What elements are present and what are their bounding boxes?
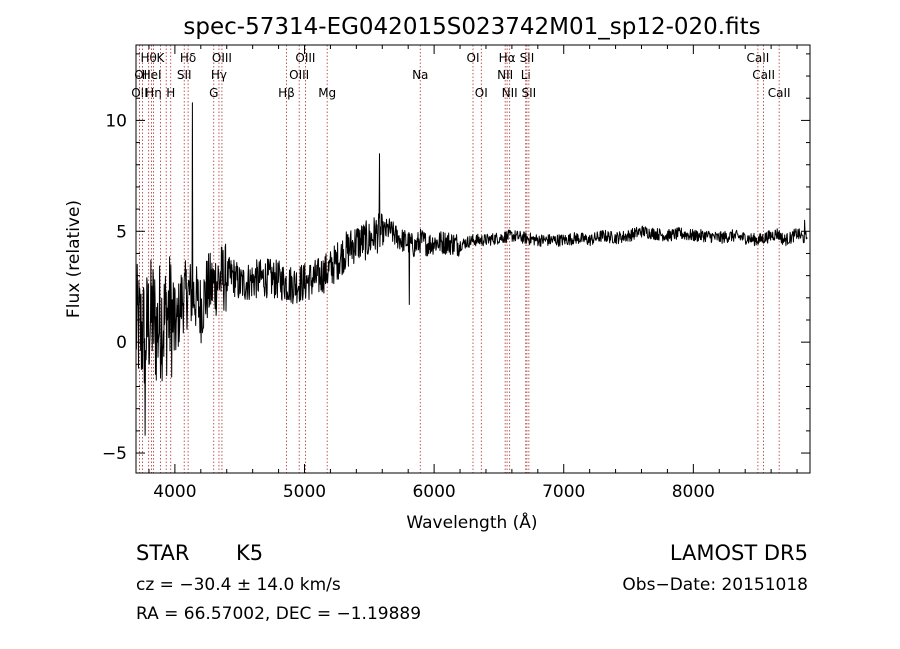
y-tick-label-3: 10 (105, 111, 127, 131)
x-axis-label: Wavelength (Å) (406, 511, 537, 533)
line-label-26: CaII (746, 51, 769, 65)
line-label-11: Hγ (211, 68, 227, 82)
line-label-28: CaII (768, 86, 791, 100)
x-tick-label-0: 4000 (153, 482, 196, 502)
flux-line (135, 102, 808, 436)
redshift-velocity: cz = −30.4 ± 14.0 km/s (136, 575, 341, 595)
line-label-23: Li (521, 68, 531, 82)
spectral-line-markers: OIIOIIHθHeIHηKHSIIHδGHγOIIIHβOIIIOIIIMgN… (131, 45, 791, 473)
x-tick-label-3: 7000 (542, 482, 585, 502)
line-label-22: NII (502, 86, 518, 100)
survey-name: LAMOST DR5 (670, 541, 808, 565)
line-label-2: Hθ (141, 51, 157, 65)
y-axis-label: Flux (relative) (64, 200, 84, 318)
line-label-9: Hδ (180, 51, 196, 65)
line-label-25: SII (522, 86, 537, 100)
line-label-0: OII (131, 86, 148, 100)
flux-series (135, 102, 808, 436)
object-class: STAR (136, 541, 189, 565)
coordinates: RA = 66.57002, DEC = −1.19889 (136, 604, 421, 624)
line-label-24: SII (520, 51, 535, 65)
y-tick-label-2: 5 (116, 222, 127, 242)
line-label-17: Na (412, 68, 428, 82)
line-label-12: OIII (212, 51, 232, 65)
line-label-20: NII (497, 68, 513, 82)
line-label-27: CaII (752, 68, 775, 82)
y-tick-label-1: 0 (116, 333, 127, 353)
observation-date: Obs−Date: 20151018 (622, 575, 808, 595)
line-label-1: OII (134, 68, 151, 82)
object-subclass: K5 (236, 541, 263, 565)
x-tick-label-2: 6000 (412, 482, 455, 502)
line-label-13: Hβ (278, 86, 295, 100)
line-label-7: H (166, 86, 175, 100)
line-label-16: Mg (318, 86, 336, 100)
line-label-19: OI (475, 86, 488, 100)
line-label-15: OIII (295, 51, 315, 65)
x-tick-label-1: 5000 (283, 482, 326, 502)
axis-ticks: 4000 5000 6000 7000 8000 −5 0 5 10 (102, 45, 810, 502)
line-label-14: OIII (289, 68, 309, 82)
x-tick-label-4: 8000 (672, 482, 715, 502)
y-tick-label-0: −5 (102, 444, 127, 464)
chart-title: spec-57314-EG042015S023742M01_sp12-020.f… (183, 14, 760, 40)
line-label-5: K (157, 51, 166, 65)
plot-frame (135, 44, 811, 474)
line-label-21: Hα (499, 51, 516, 65)
line-label-3: HeI (142, 68, 162, 82)
line-label-10: G (209, 86, 218, 100)
line-label-8: SII (177, 68, 192, 82)
line-label-4: Hη (145, 86, 162, 100)
line-label-18: OI (467, 51, 480, 65)
